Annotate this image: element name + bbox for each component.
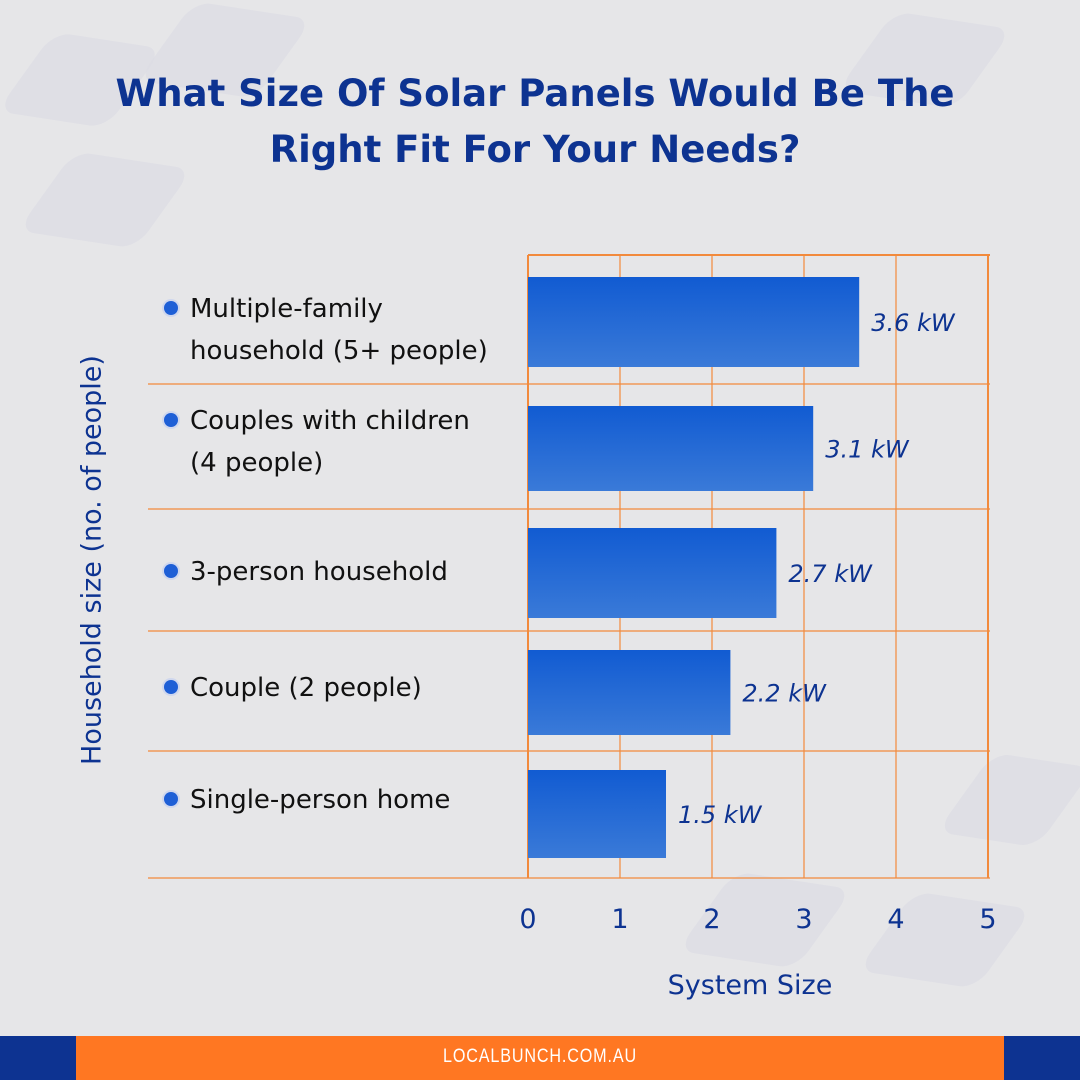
chart-title: What Size Of Solar Panels Would Be The R… xyxy=(0,66,1070,178)
footer-url: LOCALBUNCH.COM.AU xyxy=(443,1046,637,1067)
title-line-2: Right Fit For Your Needs? xyxy=(269,128,801,171)
bullet-icon xyxy=(164,564,178,578)
category-label-multiple-family: Multiple-family household (5+ people) xyxy=(164,288,510,372)
bar-data-label: 2.7 kW xyxy=(788,560,873,588)
bar-4 xyxy=(528,770,666,858)
bullet-icon xyxy=(164,413,178,427)
category-label-couples-children: Couples with children (4 people) xyxy=(164,400,510,484)
bar-data-label: 1.5 kW xyxy=(678,801,763,829)
footer-right-block xyxy=(1004,1036,1080,1080)
x-tick-label: 2 xyxy=(703,904,720,935)
footer-bar: LOCALBUNCH.COM.AU xyxy=(0,1036,1080,1080)
bar-1 xyxy=(528,406,814,491)
bar-data-label: 3.1 kW xyxy=(825,436,910,464)
x-tick-label: 4 xyxy=(887,904,904,935)
bar-data-label: 3.6 kW xyxy=(871,309,956,337)
bullet-icon xyxy=(164,301,178,315)
y-axis-label: Household size (no. of people) xyxy=(76,355,108,765)
bullet-icon xyxy=(164,792,178,806)
x-tick-label: 5 xyxy=(979,904,996,935)
bar-2 xyxy=(528,528,777,618)
x-tick-label: 3 xyxy=(795,904,812,935)
title-line-1: What Size Of Solar Panels Would Be The xyxy=(115,72,955,115)
category-label-3-person: 3-person household xyxy=(164,551,510,593)
x-axis-label: System Size xyxy=(667,970,833,1001)
bar-data-label: 2.2 kW xyxy=(742,680,827,708)
x-tick-label: 1 xyxy=(611,904,628,935)
x-tick-label: 0 xyxy=(519,904,536,935)
bar-0 xyxy=(528,277,860,367)
bar-3 xyxy=(528,650,731,735)
footer-left-block xyxy=(0,1036,76,1080)
category-label-couple: Couple (2 people) xyxy=(164,667,510,709)
category-label-single: Single-person home xyxy=(164,779,510,821)
bullet-icon xyxy=(164,680,178,694)
